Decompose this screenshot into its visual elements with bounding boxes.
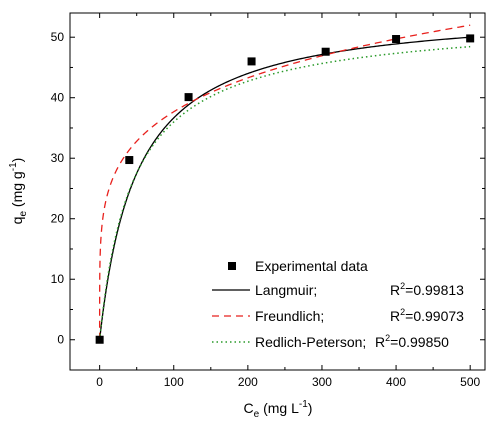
legend-r2-freundlich: R2=0.99073 [390,307,464,324]
data-point [184,93,193,102]
legend-marker-experimental [228,262,236,270]
legend-label-langmuir: Langmuir; [255,282,317,298]
data-point [95,335,104,344]
legend: Experimental data Langmuir; R2=0.99813 F… [212,258,464,350]
x-axis-title: Ce (mg L-1) [244,399,313,420]
x-tick-label: 400 [386,375,406,389]
legend-label-redlich-peterson: Redlich-Peterson; [255,334,366,350]
y-tick-label: 30 [51,151,65,165]
x-tick-label: 500 [460,375,480,389]
experimental-points [95,34,475,344]
legend-label-experimental: Experimental data [255,258,368,274]
x-tick-label: 0 [96,375,103,389]
y-tick-label: 0 [57,333,64,347]
plot-frame [69,12,486,371]
data-point [466,34,475,43]
y-tick-label: 10 [51,272,65,286]
y-tick-label: 20 [51,212,65,226]
legend-r2-langmuir: R2=0.99813 [390,281,464,298]
data-point [321,47,330,56]
x-tick-label: 100 [164,375,184,389]
y-axis-title: qe (mg g-1) [8,158,29,225]
data-point [247,57,256,66]
data-point [392,35,401,44]
curve-freundlich [98,24,471,340]
legend-label-freundlich: Freundlich; [255,308,324,324]
y-tick-label: 40 [51,91,65,105]
x-tick-label: 300 [312,375,332,389]
legend-r2-redlich-peterson: R2=0.99850 [375,333,449,350]
data-point [125,156,134,165]
axis-ticks: 0 100 200 300 400 500 0 10 20 30 40 50 [51,13,485,389]
y-tick-label: 50 [51,30,65,44]
model-curves [98,24,471,340]
x-tick-label: 200 [238,375,258,389]
